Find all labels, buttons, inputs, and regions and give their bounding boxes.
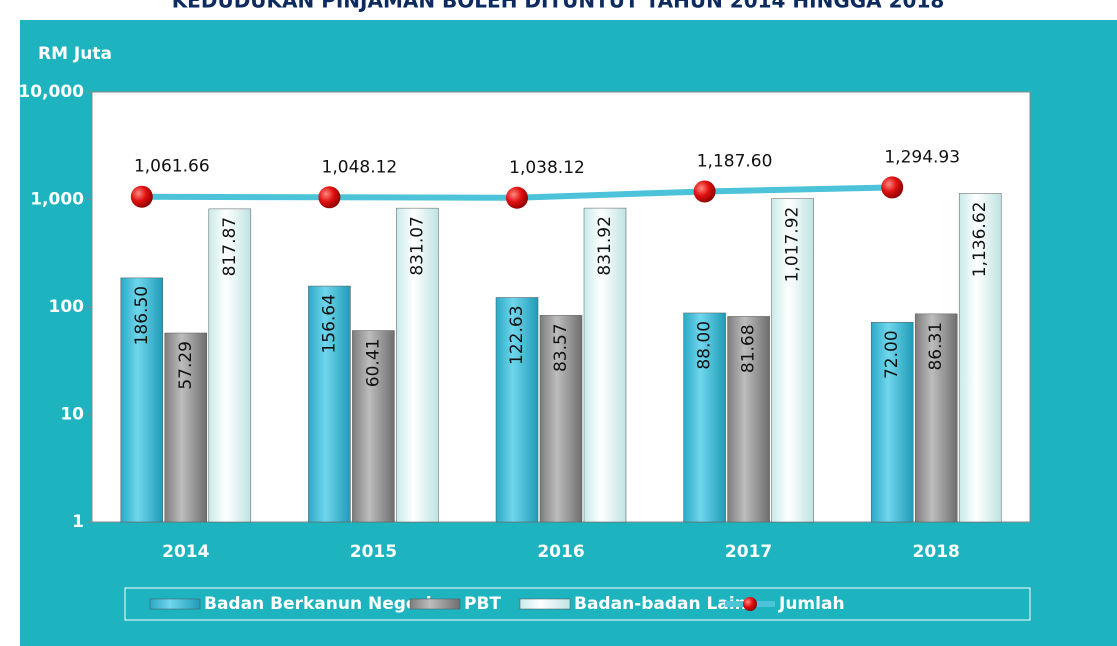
bar (396, 207, 439, 523)
bar (683, 312, 726, 523)
bar (958, 193, 1002, 523)
value-label: 88.00 (695, 321, 715, 370)
value-label: 86.31 (926, 322, 946, 371)
legend-label: PBT (464, 594, 501, 614)
value-label: 72.00 (882, 330, 902, 379)
y-axis-label: RM Juta (38, 44, 112, 64)
bar (727, 316, 770, 523)
legend-label: Jumlah (778, 594, 845, 614)
value-label: 1,136.62 (970, 202, 990, 278)
value-label: 57.29 (176, 341, 196, 390)
y-tick-label: 1,000 (30, 190, 84, 210)
value-label: 1,294.93 (884, 147, 960, 167)
bar (208, 208, 252, 523)
x-tick-label: 2018 (913, 542, 960, 562)
bar (352, 330, 395, 523)
bar (164, 332, 208, 523)
bar (495, 297, 539, 523)
y-tick-label: 10,000 (18, 82, 84, 102)
legend-swatch (149, 598, 201, 610)
legend-label: Badan Berkanun Negeri (204, 594, 432, 614)
value-label: 1,187.60 (697, 151, 773, 171)
y-tick-label: 100 (49, 297, 85, 317)
x-tick-label: 2017 (725, 542, 772, 562)
y-tick-label: 1 (72, 512, 84, 532)
bar (914, 313, 958, 523)
legend-label: Badan-badan Lain (574, 594, 747, 614)
line-marker (318, 186, 341, 209)
legend-swatch (519, 598, 571, 610)
x-tick-label: 2015 (350, 542, 397, 562)
value-label: 831.92 (595, 216, 615, 275)
value-label: 81.68 (739, 324, 759, 373)
line-marker (506, 186, 528, 209)
bar (771, 198, 814, 523)
value-label: 817.87 (220, 217, 240, 276)
value-label: 1,038.12 (509, 158, 585, 178)
value-label: 1,017.92 (783, 207, 803, 283)
x-tick-label: 2014 (162, 542, 209, 562)
value-label: 831.07 (407, 216, 427, 275)
bar (308, 285, 351, 523)
legend-box (124, 587, 1031, 621)
line-marker (693, 180, 716, 203)
legend-swatch (409, 598, 461, 610)
value-label: 156.64 (319, 294, 339, 353)
bar (539, 315, 583, 523)
legend-marker (743, 597, 757, 611)
bar (870, 322, 914, 523)
chart-title: KEDUDUKAN PINJAMAN BOLEH DITUNTUT TAHUN … (172, 0, 945, 13)
value-label: 1,061.66 (134, 157, 210, 177)
value-label: 60.41 (363, 339, 383, 388)
value-label: 1,048.12 (322, 157, 398, 177)
y-tick-label: 10 (60, 405, 84, 425)
x-tick-label: 2016 (537, 542, 584, 562)
value-label: 122.63 (507, 305, 527, 364)
line-marker (881, 176, 904, 199)
value-label: 83.57 (551, 323, 571, 372)
line-marker (130, 185, 153, 208)
bar (120, 277, 164, 523)
bar (583, 207, 627, 523)
value-label: 186.50 (132, 286, 152, 345)
